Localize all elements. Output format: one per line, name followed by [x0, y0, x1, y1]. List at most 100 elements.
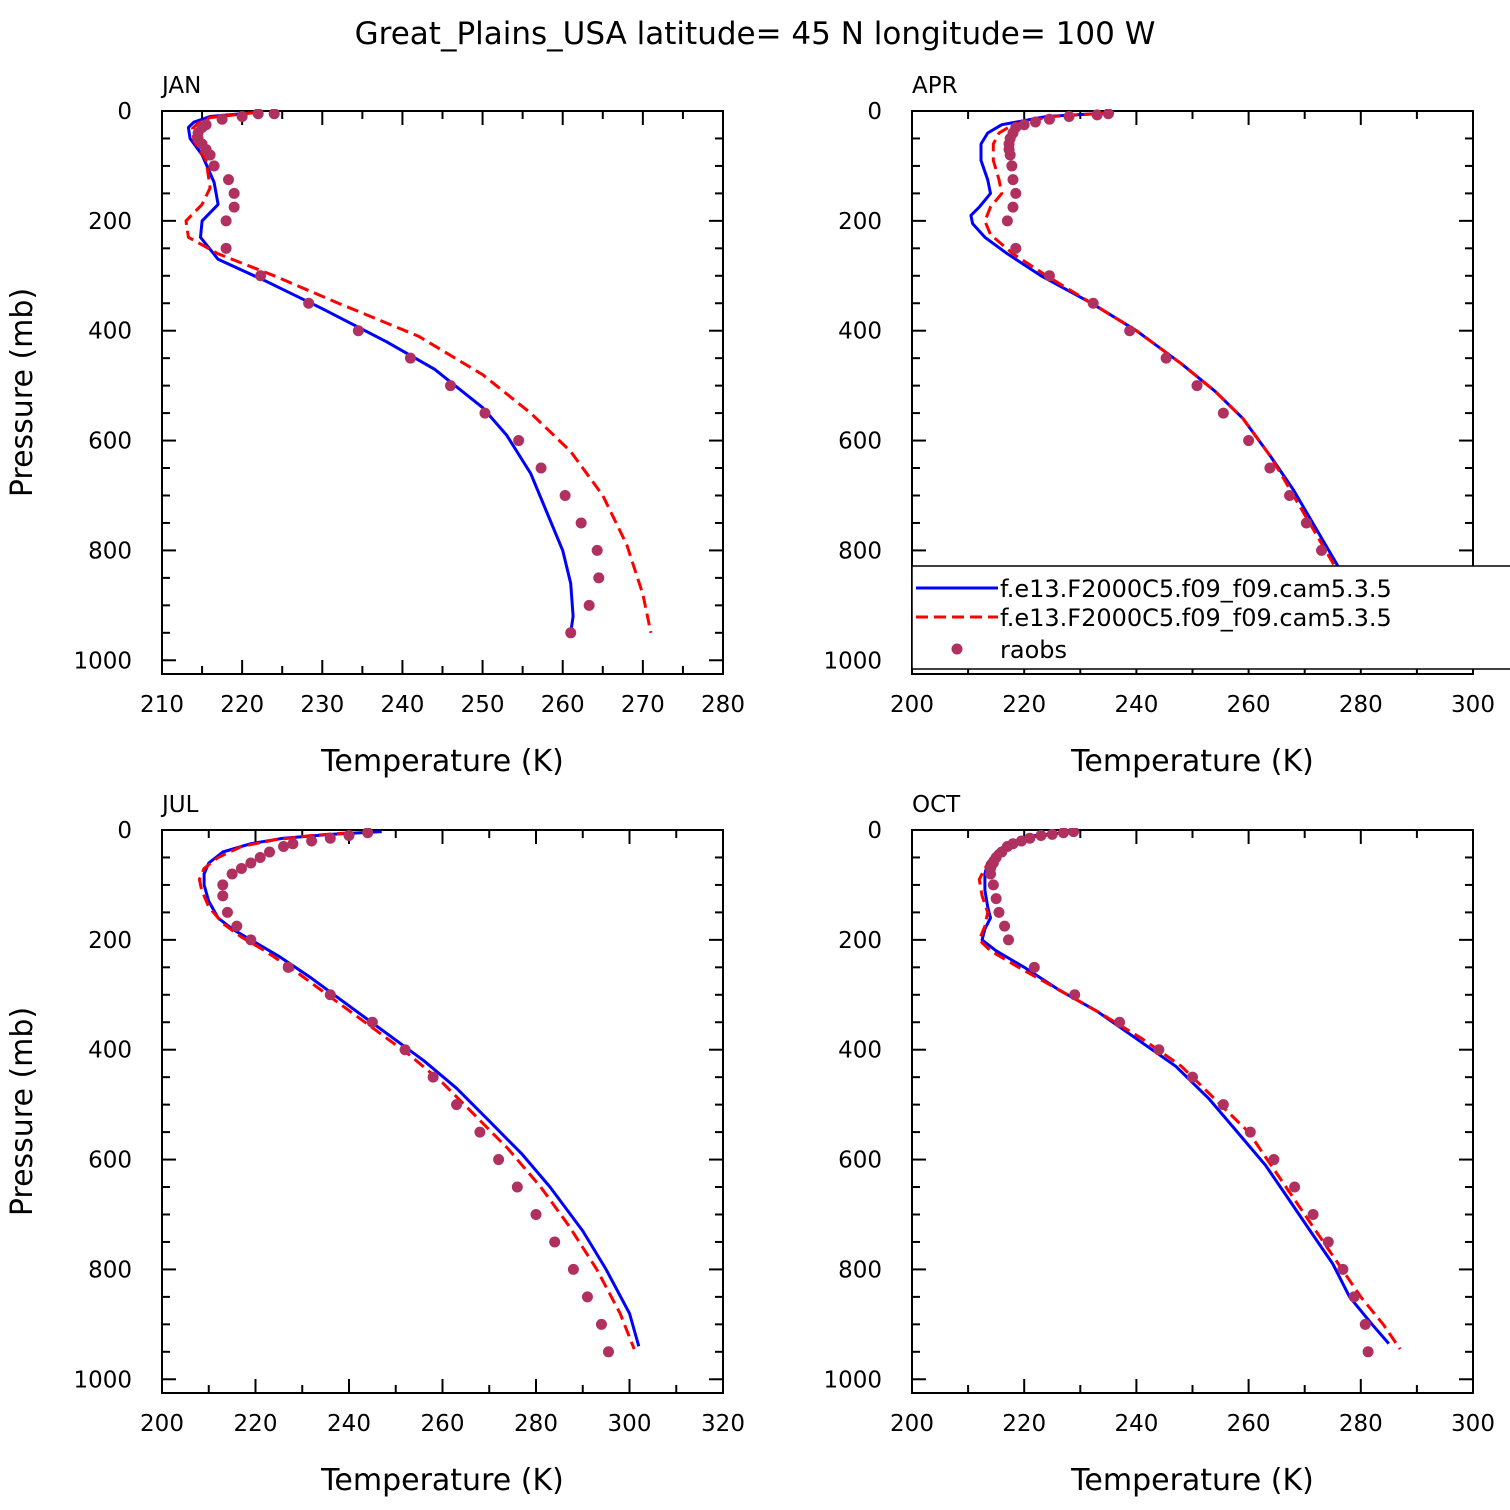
raobs-point [235, 862, 247, 874]
raobs-point [1337, 1263, 1349, 1275]
y-axis-title: Pressure (mb) [5, 1007, 40, 1216]
raobs-point [236, 110, 248, 122]
raobs-point [255, 270, 267, 282]
raobs-point [1043, 270, 1055, 282]
raobs-point [1069, 989, 1081, 1001]
y-tick-label: 0 [117, 99, 132, 125]
y-tick-label: 200 [838, 928, 882, 954]
raobs-point [575, 517, 587, 529]
raobs-point [366, 1016, 378, 1028]
y-tick-label: 200 [88, 928, 132, 954]
x-tick-label: 300 [1451, 692, 1495, 718]
raobs-point [268, 109, 280, 120]
raobs-point [231, 920, 243, 932]
raobs-point [602, 1346, 614, 1358]
raobs-point [1114, 1016, 1126, 1028]
legend: f.e13.F2000C5.f09_f09.cam5.3.5f.e13.F200… [911, 565, 1510, 670]
raobs-point [1057, 828, 1069, 839]
raobs-point [204, 149, 216, 161]
raobs-point [1300, 517, 1312, 529]
series-group [184, 109, 653, 639]
raobs-point [324, 989, 336, 1001]
y-tick-label: 600 [88, 1148, 132, 1174]
panel-label: APR [912, 73, 958, 99]
x-tick-label: 260 [541, 692, 585, 718]
raobs-point [1010, 187, 1022, 199]
series-group [969, 109, 1390, 639]
x-tick-label: 200 [140, 1411, 184, 1437]
x-tick-label: 220 [1002, 692, 1046, 718]
raobs-point [1091, 109, 1103, 121]
raobs-point [1024, 832, 1036, 844]
raobs-point [1087, 297, 1099, 309]
raobs-point [1268, 1154, 1280, 1166]
raobs-point [245, 857, 257, 869]
raobs-point [1028, 961, 1040, 973]
raobs-point [1018, 119, 1030, 131]
series-line-solid [186, 111, 575, 634]
raobs-point [1006, 160, 1018, 172]
raobs-point [217, 879, 229, 891]
raobs-point [1307, 1208, 1319, 1220]
raobs-point [399, 1044, 411, 1056]
x-axis-title: Temperature (K) [320, 1463, 564, 1498]
raobs-point [1284, 489, 1296, 501]
raobs-point [559, 489, 571, 501]
x-tick-label: 220 [234, 1411, 278, 1437]
x-tick-label: 280 [514, 1411, 558, 1437]
raobs-point [479, 407, 491, 419]
series-line-solid [980, 830, 1390, 1345]
raobs-point [1191, 380, 1203, 392]
raobs-point [1243, 435, 1255, 447]
raobs-point [228, 201, 240, 213]
legend-box [911, 565, 1510, 670]
raobs-point [493, 1154, 505, 1166]
raobs-point [1007, 174, 1019, 186]
raobs-point [511, 1181, 523, 1193]
y-tick-label: 1000 [73, 648, 132, 674]
raobs-point [216, 113, 228, 125]
raobs-point [217, 890, 229, 902]
raobs-point [985, 868, 997, 880]
x-tick-label: 260 [421, 1411, 465, 1437]
raobs-point [451, 1099, 463, 1111]
raobs-point [993, 906, 1005, 918]
x-tick-label: 200 [890, 692, 934, 718]
legend-label: f.e13.F2000C5.f09_f09.cam5.3.5 [1000, 575, 1392, 603]
chart-panel-jan: 210 220 230 240 250 260 270 280 0 200 400 600 800 100… [5, 73, 745, 779]
panel-label: JUL [160, 792, 199, 818]
raobs-point [1124, 325, 1136, 337]
y-tick-label: 800 [88, 1257, 132, 1283]
raobs-point [1153, 1044, 1165, 1056]
raobs-point [362, 828, 374, 839]
raobs-point [591, 544, 603, 556]
x-tick-label: 260 [1227, 1411, 1271, 1437]
raobs-point [1264, 462, 1276, 474]
raobs-point [282, 961, 294, 973]
raobs-point [1029, 116, 1041, 128]
raobs-point [1063, 110, 1075, 122]
raobs-point [1359, 1318, 1371, 1330]
raobs-point [1160, 352, 1172, 364]
series-line-solid [969, 111, 1390, 632]
raobs-point [1046, 828, 1058, 840]
y-tick-label: 600 [838, 429, 882, 455]
raobs-point [1289, 1181, 1301, 1193]
y-tick-label: 200 [88, 209, 132, 235]
raobs-point [1001, 215, 1013, 227]
y-tick-label: 200 [838, 209, 882, 235]
raobs-point [1002, 934, 1014, 946]
figure-title: Great_Plains_USA latitude= 45 N longitud… [355, 16, 1156, 52]
raobs-point [1102, 109, 1114, 120]
raobs-point [220, 215, 232, 227]
series-line-solid [202, 830, 641, 1347]
y-tick-label: 800 [838, 538, 882, 564]
raobs-point [990, 893, 1002, 905]
series-group [977, 828, 1402, 1358]
raobs-point [1316, 544, 1328, 556]
raobs-point [264, 846, 276, 858]
y-tick-label: 400 [88, 319, 132, 345]
raobs-point [221, 906, 233, 918]
raobs-point [1068, 828, 1080, 838]
